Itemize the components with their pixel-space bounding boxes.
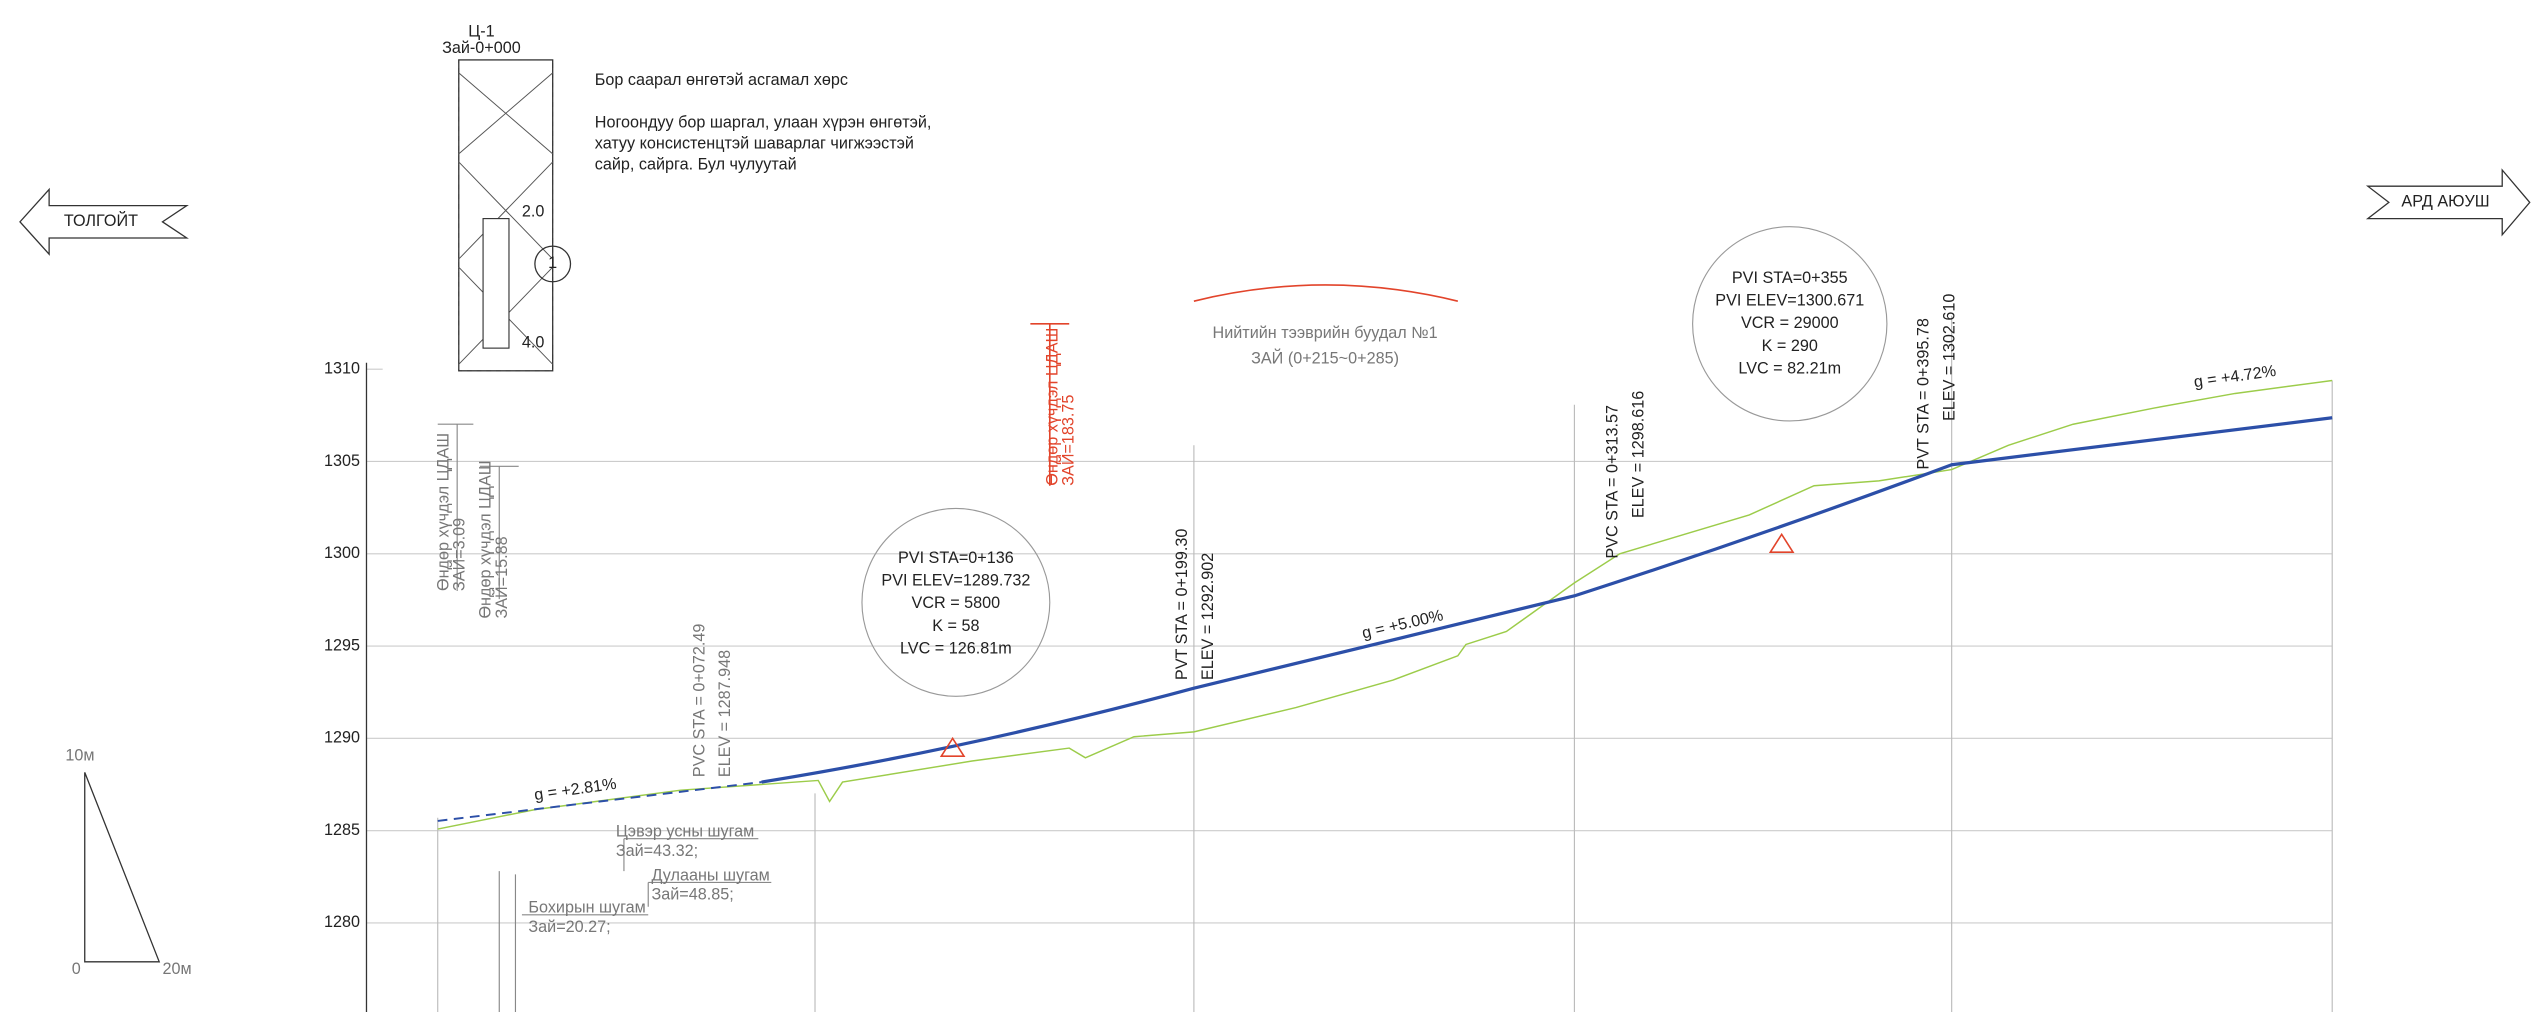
pvi-circle	[1692, 226, 1888, 422]
pvi-marker	[939, 736, 966, 757]
pvi-text: PVI STA=0+355	[1732, 269, 1848, 287]
power-line-dist: ЗАЙ=3.09	[450, 518, 469, 591]
power-marker	[1030, 323, 1070, 486]
utility-label: Дулааны шугам	[651, 866, 769, 884]
power-line-label: Өндөр хүчдэл ЦДАШ	[477, 460, 495, 618]
soil-legend: хатуу консистенцтэй шаварлаг чигжээстэй	[595, 134, 914, 152]
grade-label: g = +4.72%	[2193, 362, 2278, 391]
utility-dist: Зай=20.27;	[528, 918, 610, 936]
scale-horizontal: 20м	[162, 960, 191, 978]
station-label: ELEV = 1298.616	[1629, 391, 1647, 518]
elevation-label: 1290	[324, 729, 360, 747]
elevation-label: 1305	[324, 452, 360, 470]
bus-stop-range: ЗАЙ (0+215~0+285)	[1251, 349, 1399, 368]
utility-label: Цэвэр усны шугам	[616, 823, 754, 841]
borehole-hatch	[458, 59, 554, 372]
pvi-marker	[1768, 532, 1795, 553]
layer-marker	[534, 245, 572, 283]
borehole-core	[482, 218, 510, 349]
borehole-name: Ц-1	[468, 23, 494, 41]
utility-dist: Зай=43.32;	[616, 842, 698, 860]
right-arrow	[2365, 168, 2531, 237]
direction-right: АРД АЮУШ	[2401, 193, 2489, 211]
utility-label: Бохирын шугам	[528, 899, 645, 917]
soil-legend: сайр, сайрга. Бул чулуутай	[595, 155, 797, 173]
hatch-lines	[458, 72, 554, 365]
elevation-label: 1295	[324, 636, 360, 654]
station-label: PVC STA = 0+313.57	[1604, 405, 1622, 559]
scale-vertical: 10м	[65, 746, 94, 764]
power-line-dist: ЗАЙ=183.75	[1059, 395, 1078, 486]
utility-leader	[498, 838, 772, 1012]
power-line-dist: ЗАЙ=15.88	[492, 536, 511, 618]
station-label: PVT STA = 0+199.30	[1173, 529, 1191, 681]
layer-number: 1	[548, 254, 557, 272]
elevation-label: 1280	[324, 913, 360, 931]
left-arrow	[19, 187, 189, 256]
design-grade-dashed	[437, 781, 762, 822]
pvi-text: LVC = 82.21m	[1738, 359, 1841, 377]
pvi-text: PVI STA=0+136	[898, 549, 1014, 567]
pvi-text: K = 58	[932, 617, 979, 635]
bus-stop-arc	[1193, 284, 1459, 302]
power-line-label: Өндөр хүчдэл ЦДАШ	[1043, 328, 1061, 486]
depth-1: 2.0	[522, 202, 545, 220]
utility-dist: Зай=48.85;	[651, 886, 733, 904]
pvi-text: PVI ELEV=1289.732	[881, 572, 1030, 590]
pvi-text: PVI ELEV=1300.671	[1715, 291, 1864, 309]
elevation-label: 1285	[324, 821, 360, 839]
station-label: ELEV = 1292.902	[1199, 553, 1217, 680]
design-grade	[761, 416, 2333, 784]
scale-triangle	[84, 772, 161, 963]
pvi-text: LVC = 126.81m	[900, 640, 1012, 658]
pvi-text: VCR = 5800	[912, 594, 1001, 612]
pvi-circle	[861, 507, 1051, 697]
depth-2: 4.0	[522, 334, 545, 352]
terrain-line	[437, 379, 2333, 830]
soil-legend: Бор саарал өнгөтэй асгамал хөрс	[595, 71, 848, 89]
soil-legend: Ногоондуу бор шаргал, улаан хүрэн өнгөтэ…	[595, 113, 932, 131]
borehole-station: Зай-0+000	[442, 39, 521, 57]
bus-stop-title: Нийтийн тээврийн буудал №1	[1213, 324, 1438, 342]
station-label: ELEV = 1287.948	[716, 650, 734, 777]
elevation-label: 1300	[324, 544, 360, 562]
power-marker	[437, 423, 519, 600]
station-label: ELEV = 1302.610	[1940, 294, 1958, 421]
elevation-label: 1310	[324, 359, 360, 377]
station-label: PVT STA = 0+395.78	[1914, 318, 1932, 470]
pvi-text: K = 290	[1762, 337, 1818, 355]
direction-left: ТОЛГОЙТ	[64, 211, 138, 230]
power-line-label: Өндөр хүчдэл ЦДАШ	[434, 433, 452, 591]
station-label: PVC STA = 0+072.49	[690, 624, 708, 778]
scale-origin: 0	[72, 960, 81, 978]
pvi-text: VCR = 29000	[1741, 314, 1839, 332]
